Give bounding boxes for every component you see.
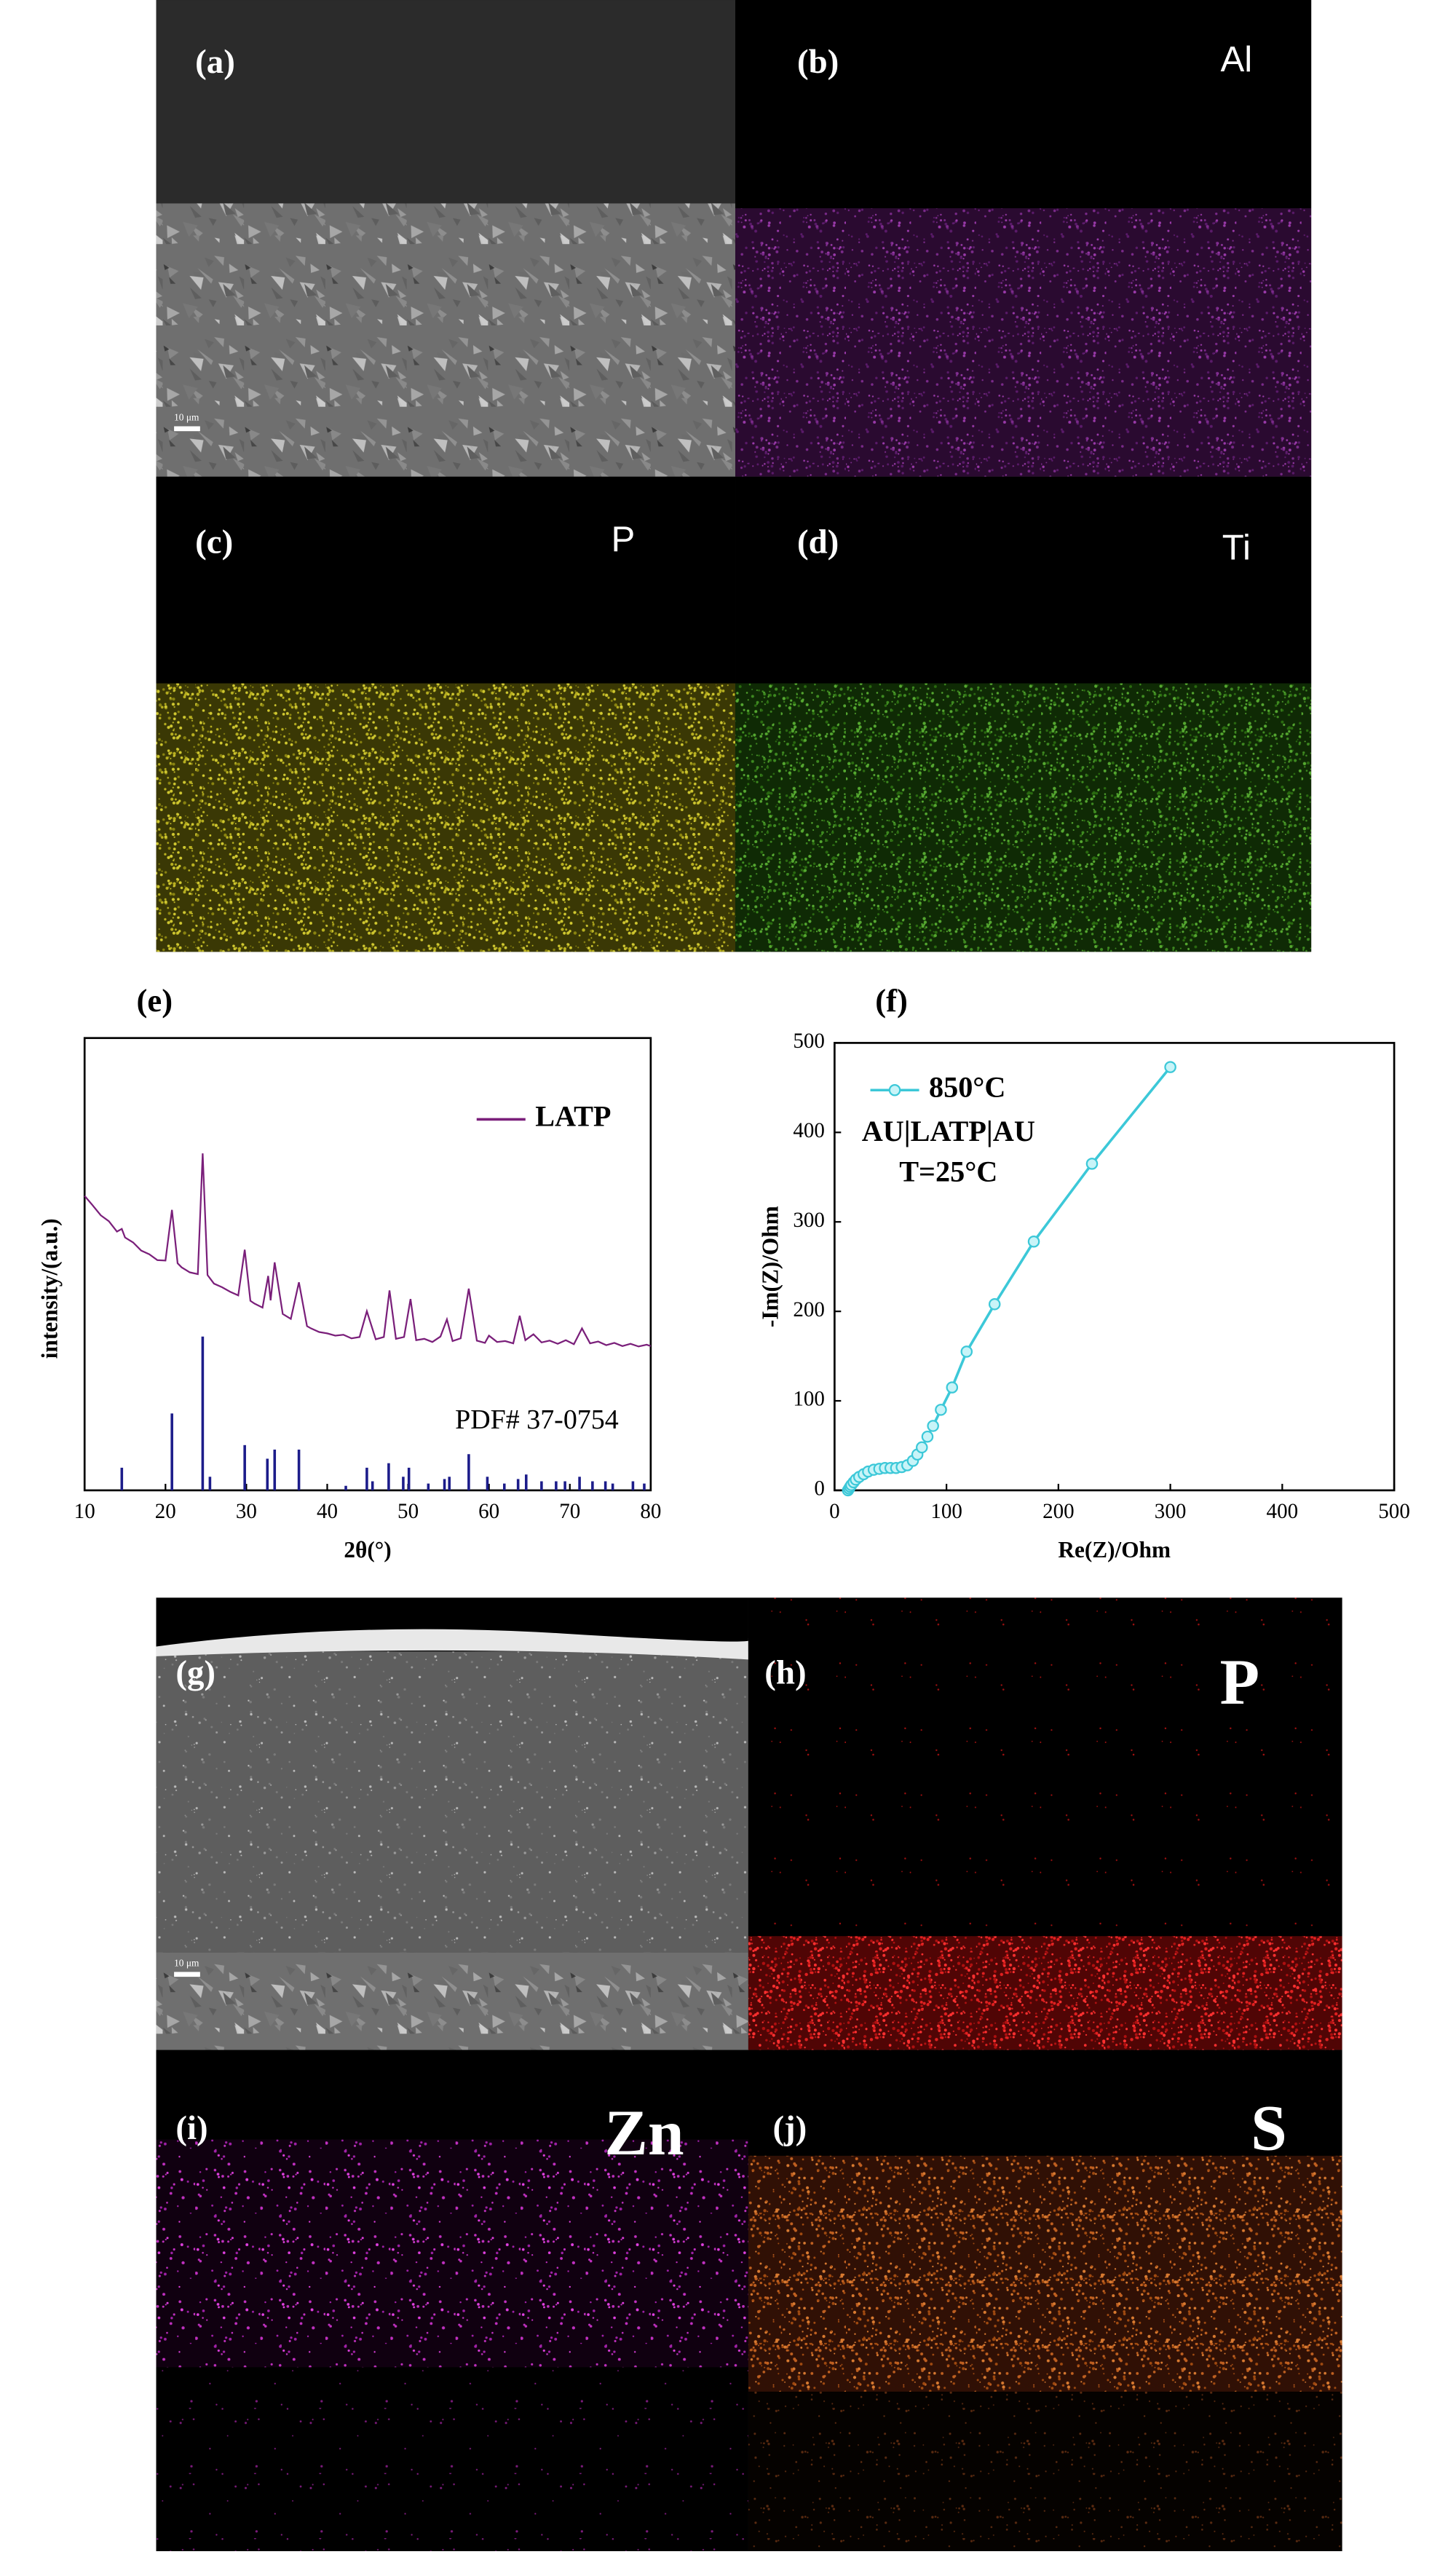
y-axis-label: intensity/(a.u.) bbox=[37, 1218, 63, 1359]
legend-label: LATP bbox=[535, 1100, 611, 1133]
panel-label: (a) bbox=[195, 43, 235, 81]
reference-label: PDF# 37-0754 bbox=[455, 1404, 619, 1435]
x-tick-label: 70 bbox=[559, 1500, 580, 1523]
panel-label: (f) bbox=[875, 982, 908, 1019]
element-label: Ti bbox=[1222, 527, 1251, 567]
micrograph-region bbox=[735, 476, 1312, 684]
element-label: P bbox=[611, 519, 635, 559]
micrograph-region bbox=[156, 203, 736, 477]
x-tick-label: 10 bbox=[74, 1500, 95, 1523]
micrograph-region bbox=[156, 476, 736, 684]
x-tick-label: 200 bbox=[1042, 1500, 1075, 1523]
legend-label: 850°C bbox=[929, 1070, 1005, 1103]
x-tick-label: 500 bbox=[1378, 1500, 1410, 1523]
micrograph-region bbox=[735, 208, 1312, 477]
micrograph-region bbox=[748, 2155, 1342, 2392]
y-axis-label: -Im(Z)/Ohm bbox=[758, 1206, 783, 1327]
micrograph-region bbox=[735, 683, 1312, 952]
micrograph-region bbox=[748, 2391, 1342, 2551]
panel-label: (c) bbox=[195, 523, 233, 561]
data-point bbox=[988, 1298, 1001, 1311]
data-point bbox=[946, 1381, 959, 1394]
micrograph-region bbox=[748, 2050, 1342, 2156]
micrograph-region bbox=[156, 683, 736, 952]
element-label: P bbox=[1219, 1646, 1259, 1718]
x-tick-label: 100 bbox=[930, 1500, 962, 1523]
data-point bbox=[935, 1404, 947, 1416]
y-tick-label: 0 bbox=[814, 1477, 825, 1501]
data-point bbox=[916, 1441, 928, 1454]
micrograph-region bbox=[156, 1952, 748, 2050]
y-tick-label: 100 bbox=[793, 1388, 825, 1411]
legend-marker bbox=[888, 1083, 901, 1096]
plot-frame bbox=[834, 1042, 1396, 1492]
panel-label: (b) bbox=[797, 43, 839, 81]
panel-label: (e) bbox=[136, 982, 173, 1019]
x-tick-label: 50 bbox=[397, 1500, 419, 1523]
x-tick-label: 20 bbox=[155, 1500, 176, 1523]
annotation: T=25°C bbox=[899, 1155, 997, 1188]
micrograph-region bbox=[156, 2050, 748, 2140]
micrograph-region bbox=[748, 1597, 1342, 1937]
data-point bbox=[1027, 1236, 1040, 1248]
x-tick-label: 80 bbox=[640, 1500, 661, 1523]
y-tick-label: 300 bbox=[793, 1209, 825, 1232]
panel-label: (j) bbox=[772, 2109, 807, 2147]
micrograph-region bbox=[156, 2139, 748, 2368]
y-tick-label: 500 bbox=[793, 1029, 825, 1053]
scale-bar bbox=[174, 426, 200, 432]
panel-label: (h) bbox=[764, 1653, 806, 1691]
data-point bbox=[960, 1345, 973, 1358]
scale-bar-label: 10 μm bbox=[174, 1957, 199, 1968]
element-label: S bbox=[1251, 2092, 1287, 2164]
micrograph-region bbox=[156, 0, 736, 204]
micrograph-region bbox=[735, 0, 1312, 209]
data-point bbox=[1085, 1158, 1099, 1170]
element-label: Zn bbox=[604, 2097, 684, 2169]
scale-bar bbox=[174, 1972, 200, 1977]
element-label: Al bbox=[1220, 39, 1252, 79]
x-tick-label: 60 bbox=[478, 1500, 499, 1523]
annotation: AU|LATP|AU bbox=[862, 1115, 1035, 1147]
x-tick-label: 30 bbox=[236, 1500, 257, 1523]
micrograph-region bbox=[748, 1936, 1342, 2050]
y-tick-label: 200 bbox=[793, 1298, 825, 1321]
x-axis-label: 2θ(°) bbox=[344, 1537, 391, 1562]
panel-label: (i) bbox=[175, 2109, 207, 2147]
panel-label: (d) bbox=[797, 523, 839, 561]
x-tick-label: 40 bbox=[317, 1500, 338, 1523]
x-axis-label: Re(Z)/Ohm bbox=[1058, 1537, 1171, 1562]
data-point bbox=[1164, 1061, 1176, 1073]
y-tick-label: 400 bbox=[793, 1119, 825, 1142]
micrograph-region bbox=[156, 2367, 748, 2551]
data-point bbox=[921, 1430, 934, 1443]
surface-layer bbox=[156, 1629, 751, 1660]
micrograph-region bbox=[156, 1651, 748, 1953]
x-tick-label: 400 bbox=[1267, 1500, 1299, 1523]
x-tick-label: 300 bbox=[1155, 1500, 1187, 1523]
x-tick-label: 0 bbox=[829, 1500, 840, 1523]
data-point bbox=[927, 1420, 939, 1432]
panel-label: (g) bbox=[175, 1653, 215, 1691]
data-line bbox=[84, 1153, 652, 1348]
scale-bar-label: 10 μm bbox=[174, 411, 199, 422]
